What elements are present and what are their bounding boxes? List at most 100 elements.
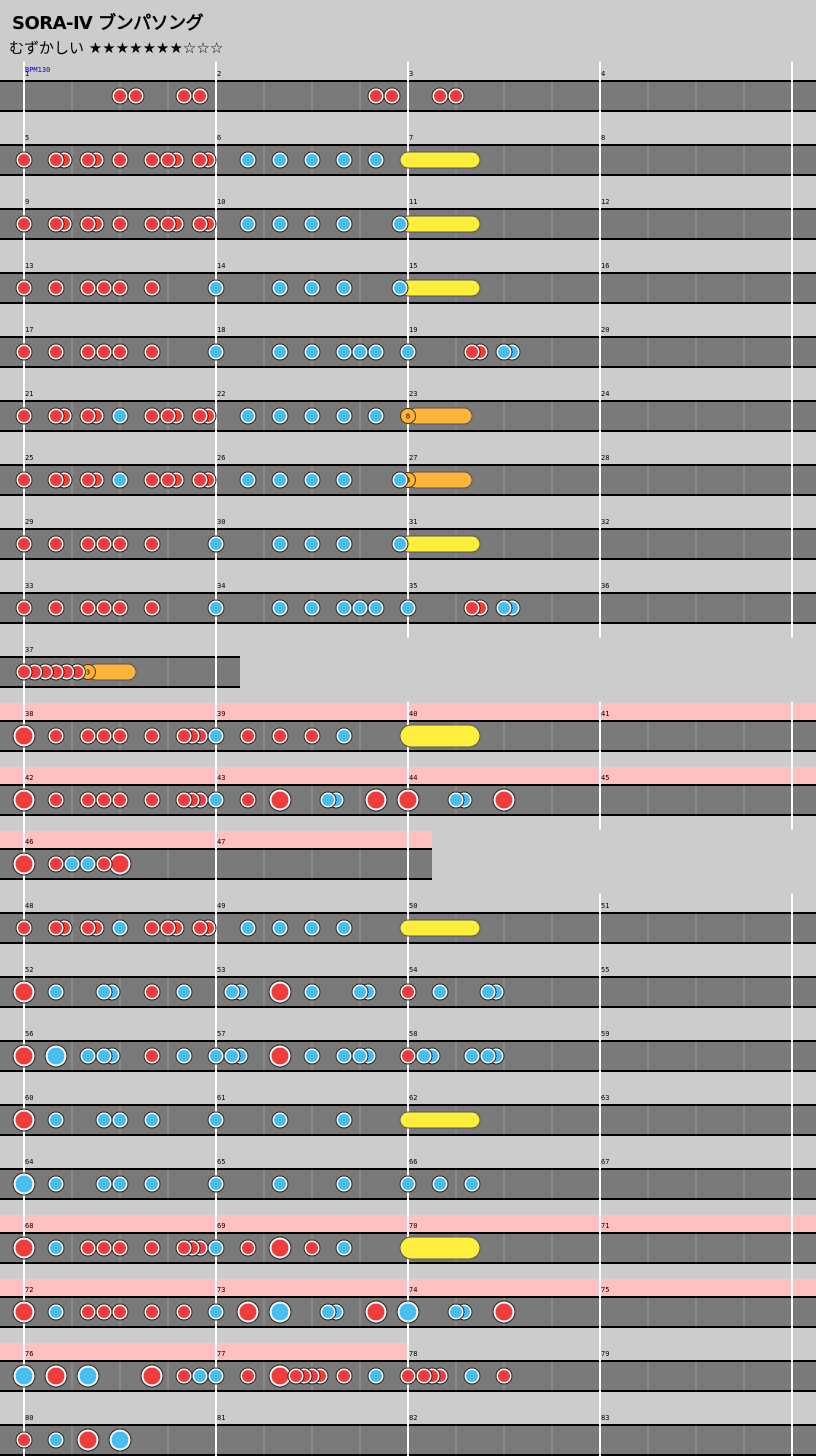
note-face xyxy=(338,346,350,358)
note-face xyxy=(338,602,350,614)
note-face xyxy=(495,791,513,809)
note-face xyxy=(50,602,62,614)
lane-border xyxy=(0,656,240,658)
chart-row: 37 3 xyxy=(0,638,240,702)
measure-number: 21 xyxy=(25,390,33,398)
note-face xyxy=(98,538,110,550)
note-face xyxy=(290,1370,302,1382)
measure-number: 71 xyxy=(601,1222,609,1230)
note-face xyxy=(242,154,254,166)
note-face xyxy=(306,602,318,614)
drumroll xyxy=(399,919,481,937)
note-face xyxy=(338,730,350,742)
measure-number: 61 xyxy=(217,1094,225,1102)
note-face xyxy=(466,346,478,358)
measure-number: 47 xyxy=(217,838,225,846)
note-face xyxy=(210,1050,222,1062)
measure-number: 65 xyxy=(217,1158,225,1166)
measure-number: 58 xyxy=(409,1030,417,1038)
difficulty-stars: ★★★★★★★☆☆☆ xyxy=(88,39,224,57)
note-face xyxy=(306,218,318,230)
measure-number: 36 xyxy=(601,582,609,590)
note-face xyxy=(50,858,62,870)
note-face xyxy=(354,986,366,998)
note-face xyxy=(143,1367,161,1385)
measure-number: 11 xyxy=(409,198,417,206)
note-face xyxy=(82,858,94,870)
measure-number: 33 xyxy=(25,582,33,590)
measure-number: 60 xyxy=(25,1094,33,1102)
measure-number: 55 xyxy=(601,966,609,974)
note-face xyxy=(98,1178,110,1190)
note-face xyxy=(162,218,174,230)
measure-number: 52 xyxy=(25,966,33,974)
chart-row: 72 73 74 75 xyxy=(0,1278,816,1342)
note-face xyxy=(178,90,190,102)
drumroll xyxy=(399,215,481,233)
measure-number: 25 xyxy=(25,454,33,462)
note-face xyxy=(15,1303,33,1321)
note-face xyxy=(434,90,446,102)
note-face xyxy=(18,666,30,678)
note-face xyxy=(210,538,222,550)
note-face xyxy=(274,1114,286,1126)
note-face xyxy=(354,346,366,358)
note-face xyxy=(98,1050,110,1062)
chart-row: 64 65 66 67 xyxy=(0,1150,816,1214)
note-face xyxy=(450,794,462,806)
measure-number: 35 xyxy=(409,582,417,590)
note-face xyxy=(338,1178,350,1190)
note-face xyxy=(18,474,30,486)
note-face xyxy=(18,1434,30,1446)
note-face xyxy=(15,727,33,745)
note-face xyxy=(306,986,318,998)
measure-number: 7 xyxy=(409,134,413,142)
balloon-body xyxy=(407,407,473,425)
chart-row: 29 30 31 32 xyxy=(0,510,816,574)
note-face xyxy=(47,1047,65,1065)
note-face xyxy=(274,282,286,294)
note-face xyxy=(274,154,286,166)
note-face xyxy=(367,791,385,809)
note-face xyxy=(194,410,206,422)
measure-number: 5 xyxy=(25,134,29,142)
note-face xyxy=(402,1050,414,1062)
measure-number: 75 xyxy=(601,1286,609,1294)
note-face xyxy=(194,218,206,230)
note-face xyxy=(210,1370,222,1382)
note-face xyxy=(114,90,126,102)
balloon-count: 8 xyxy=(406,413,410,421)
note-face xyxy=(146,154,158,166)
note-face xyxy=(466,1050,478,1062)
note-face xyxy=(50,218,62,230)
note-face xyxy=(306,154,318,166)
note-face xyxy=(338,922,350,934)
note-face xyxy=(82,922,94,934)
measure-number: 56 xyxy=(25,1030,33,1038)
note-face xyxy=(82,1242,94,1254)
note-face xyxy=(210,346,222,358)
note-face xyxy=(50,474,62,486)
note-face xyxy=(82,410,94,422)
note-face xyxy=(306,410,318,422)
note-face xyxy=(50,730,62,742)
note-face xyxy=(114,346,126,358)
chart-row: 5 6 7 8 xyxy=(0,126,816,190)
note-face xyxy=(50,1306,62,1318)
drumroll xyxy=(399,535,481,553)
note-face xyxy=(162,154,174,166)
note-face xyxy=(146,474,158,486)
measure-number: 62 xyxy=(409,1094,417,1102)
measure-number: 32 xyxy=(601,518,609,526)
note-face xyxy=(271,1303,289,1321)
measure-number: 39 xyxy=(217,710,225,718)
note-face xyxy=(66,858,78,870)
measure-number: 57 xyxy=(217,1030,225,1038)
note-face xyxy=(242,794,254,806)
note-face xyxy=(178,1242,190,1254)
note-face xyxy=(18,154,30,166)
measure-number: 68 xyxy=(25,1222,33,1230)
measure-number: 81 xyxy=(217,1414,225,1422)
note-face xyxy=(306,730,318,742)
note-face xyxy=(450,1306,462,1318)
